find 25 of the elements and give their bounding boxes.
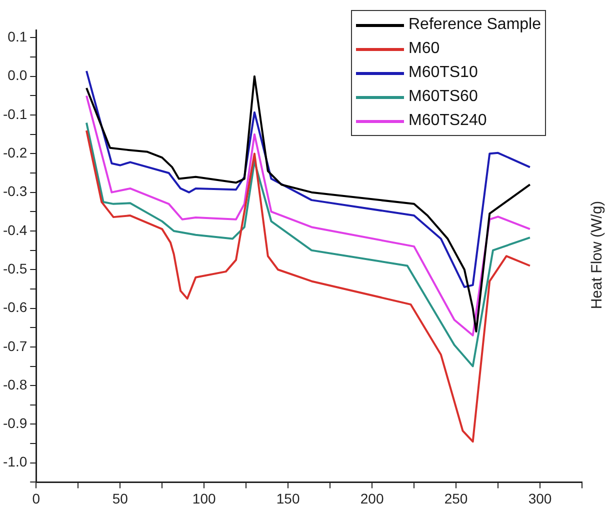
legend-label: M60 xyxy=(408,39,440,59)
y-tick-label: -0.8 xyxy=(3,376,28,392)
y-tick-label: -0.4 xyxy=(3,222,28,238)
x-tick-label: 150 xyxy=(276,490,300,506)
x-tick-label: 50 xyxy=(112,490,128,506)
x-tick-label: 0 xyxy=(32,490,40,506)
y-tick-label: -0.2 xyxy=(3,144,28,161)
text: -1.0 xyxy=(3,454,28,470)
x-tick-label: 300 xyxy=(528,490,552,506)
y-tick-label: -0.3 xyxy=(3,183,28,200)
y-tick-label: -0.6 xyxy=(3,299,28,316)
legend-label: M60TS240 xyxy=(408,111,487,131)
x-tick-label: 200 xyxy=(360,490,384,506)
y-tick-label: 0.0 xyxy=(8,67,28,84)
y-tick-label: -0.9 xyxy=(3,415,28,432)
y-tick-label: 0.1 xyxy=(8,28,28,45)
legend-label: Reference Sample xyxy=(408,15,541,35)
y-axis-title: Heat Flow (W/g) xyxy=(588,200,606,310)
y-tick-label: -0.5 xyxy=(3,260,28,276)
x-tick-label: 250 xyxy=(444,490,468,506)
y-tick-label: -0.7 xyxy=(3,338,28,354)
legend-label: M60TS10 xyxy=(408,63,478,83)
x-tick-label: 100 xyxy=(192,490,216,506)
y-tick-label: -0.1 xyxy=(3,106,28,122)
legend-label: M60TS60 xyxy=(408,87,478,107)
